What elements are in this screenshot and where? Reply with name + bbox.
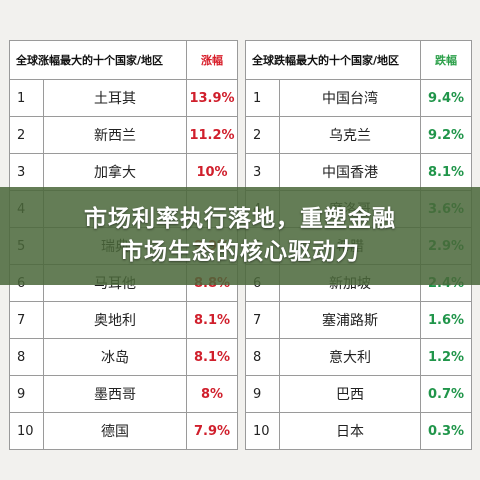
value-cell: 13.9% [186,79,238,117]
country-cell: 意大利 [279,338,421,376]
value-cell: 9.4% [420,79,472,117]
country-cell: 巴西 [279,375,421,413]
value-cell: 8.1% [186,301,238,339]
country-cell: 德国 [43,412,187,450]
rank-cell: 9 [9,375,44,413]
table-header-row: 全球涨幅最大的十个国家/地区 涨幅 [9,40,238,80]
value-cell: 1.2% [420,338,472,376]
value-cell: 8.1% [186,338,238,376]
value-cell: 11.2% [186,116,238,154]
value-cell: 10% [186,153,238,191]
value-cell: 0.7% [420,375,472,413]
table-row: 2 新西兰 11.2% [9,116,238,154]
country-cell: 塞浦路斯 [279,301,421,339]
table-row: 1 土耳其 13.9% [9,79,238,117]
table-header-row: 全球跌幅最大的十个国家/地区 跌幅 [245,40,472,80]
country-cell: 奥地利 [43,301,187,339]
table-title: 全球涨幅最大的十个国家/地区 [9,40,187,80]
rank-cell: 2 [9,116,44,154]
country-cell: 日本 [279,412,421,450]
rank-cell: 10 [245,412,280,450]
rank-cell: 10 [9,412,44,450]
country-cell: 乌克兰 [279,116,421,154]
country-cell: 冰岛 [43,338,187,376]
value-cell: 9.2% [420,116,472,154]
table-row: 9 墨西哥 8% [9,375,238,413]
country-cell: 加拿大 [43,153,187,191]
country-cell: 土耳其 [43,79,187,117]
table-row: 1 中国台湾 9.4% [245,79,472,117]
table-row: 10 德国 7.9% [9,412,238,450]
country-cell: 中国台湾 [279,79,421,117]
rank-cell: 3 [9,153,44,191]
headline-line-1: 市场利率执行落地，重塑金融 [84,206,396,232]
value-cell: 0.3% [420,412,472,450]
value-cell: 8% [186,375,238,413]
value-column-header: 涨幅 [186,40,238,80]
country-cell: 墨西哥 [43,375,187,413]
headline-banner: 市场利率执行落地，重塑金融 市场生态的核心驱动力 [0,187,480,285]
value-column-header: 跌幅 [420,40,472,80]
country-cell: 中国香港 [279,153,421,191]
table-row: 3 加拿大 10% [9,153,238,191]
rank-cell: 3 [245,153,280,191]
table-title: 全球跌幅最大的十个国家/地区 [245,40,421,80]
rank-cell: 8 [9,338,44,376]
rank-cell: 2 [245,116,280,154]
rank-cell: 1 [245,79,280,117]
value-cell: 7.9% [186,412,238,450]
rank-cell: 9 [245,375,280,413]
country-cell: 新西兰 [43,116,187,154]
table-row: 10 日本 0.3% [245,412,472,450]
headline-line-2: 市场生态的核心驱动力 [120,239,360,265]
table-row: 7 塞浦路斯 1.6% [245,301,472,339]
table-row: 7 奥地利 8.1% [9,301,238,339]
table-row: 2 乌克兰 9.2% [245,116,472,154]
table-row: 3 中国香港 8.1% [245,153,472,191]
table-row: 8 冰岛 8.1% [9,338,238,376]
table-row: 9 巴西 0.7% [245,375,472,413]
rank-cell: 8 [245,338,280,376]
rank-cell: 7 [9,301,44,339]
value-cell: 8.1% [420,153,472,191]
table-row: 8 意大利 1.2% [245,338,472,376]
value-cell: 1.6% [420,301,472,339]
rank-cell: 1 [9,79,44,117]
rank-cell: 7 [245,301,280,339]
